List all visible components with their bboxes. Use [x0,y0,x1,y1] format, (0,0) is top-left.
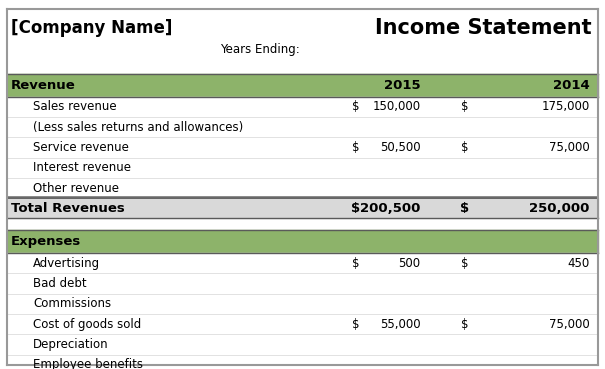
Bar [7,230,598,253]
Text: 75,000: 75,000 [549,141,590,154]
Bar [7,314,598,334]
Bar [7,334,598,355]
Text: 200,500: 200,500 [360,202,420,215]
Text: Total Revenues: Total Revenues [11,202,125,215]
Text: 150,000: 150,000 [372,100,420,113]
Bar [7,253,598,273]
Bar [7,117,598,137]
Text: $: $ [462,141,469,154]
Text: Other revenue: Other revenue [33,182,119,194]
Text: Bad debt: Bad debt [33,277,87,290]
Text: Expenses: Expenses [11,235,81,248]
Text: Service revenue: Service revenue [33,141,129,154]
Text: Income Statement: Income Statement [375,18,592,38]
Text: 450: 450 [567,257,590,270]
Text: Commissions: Commissions [33,297,111,310]
Text: Employee benefits: Employee benefits [33,358,143,369]
Text: $: $ [353,257,360,270]
Text: $: $ [462,318,469,331]
Text: Sales revenue: Sales revenue [33,100,117,113]
Text: $: $ [351,202,360,215]
Bar [7,74,598,97]
Text: (Less sales returns and allowances): (Less sales returns and allowances) [33,121,244,134]
Text: [Company Name]: [Company Name] [11,19,172,37]
Text: 250,000: 250,000 [529,202,590,215]
Text: 500: 500 [398,257,420,270]
Text: 55,000: 55,000 [380,318,420,331]
Text: 2014: 2014 [553,79,590,92]
Text: $: $ [353,141,360,154]
Text: Interest revenue: Interest revenue [33,161,131,174]
Text: Depreciation: Depreciation [33,338,109,351]
Text: $: $ [353,318,360,331]
Text: Advertising: Advertising [33,257,100,270]
Text: $: $ [462,100,469,113]
Text: Years Ending:: Years Ending: [220,43,300,56]
Bar [7,178,598,198]
Bar [7,355,598,369]
Text: 50,500: 50,500 [380,141,420,154]
Bar [7,97,598,117]
Text: $: $ [353,100,360,113]
Text: 2015: 2015 [384,79,420,92]
Bar [7,294,598,314]
Text: Cost of goods sold: Cost of goods sold [33,318,142,331]
Text: $: $ [460,202,469,215]
Bar [7,158,598,178]
Bar [7,137,598,158]
Bar [7,273,598,294]
Text: Revenue: Revenue [11,79,76,92]
Text: $: $ [462,257,469,270]
Text: 75,000: 75,000 [549,318,590,331]
Bar [7,198,598,218]
Text: 175,000: 175,000 [541,100,590,113]
